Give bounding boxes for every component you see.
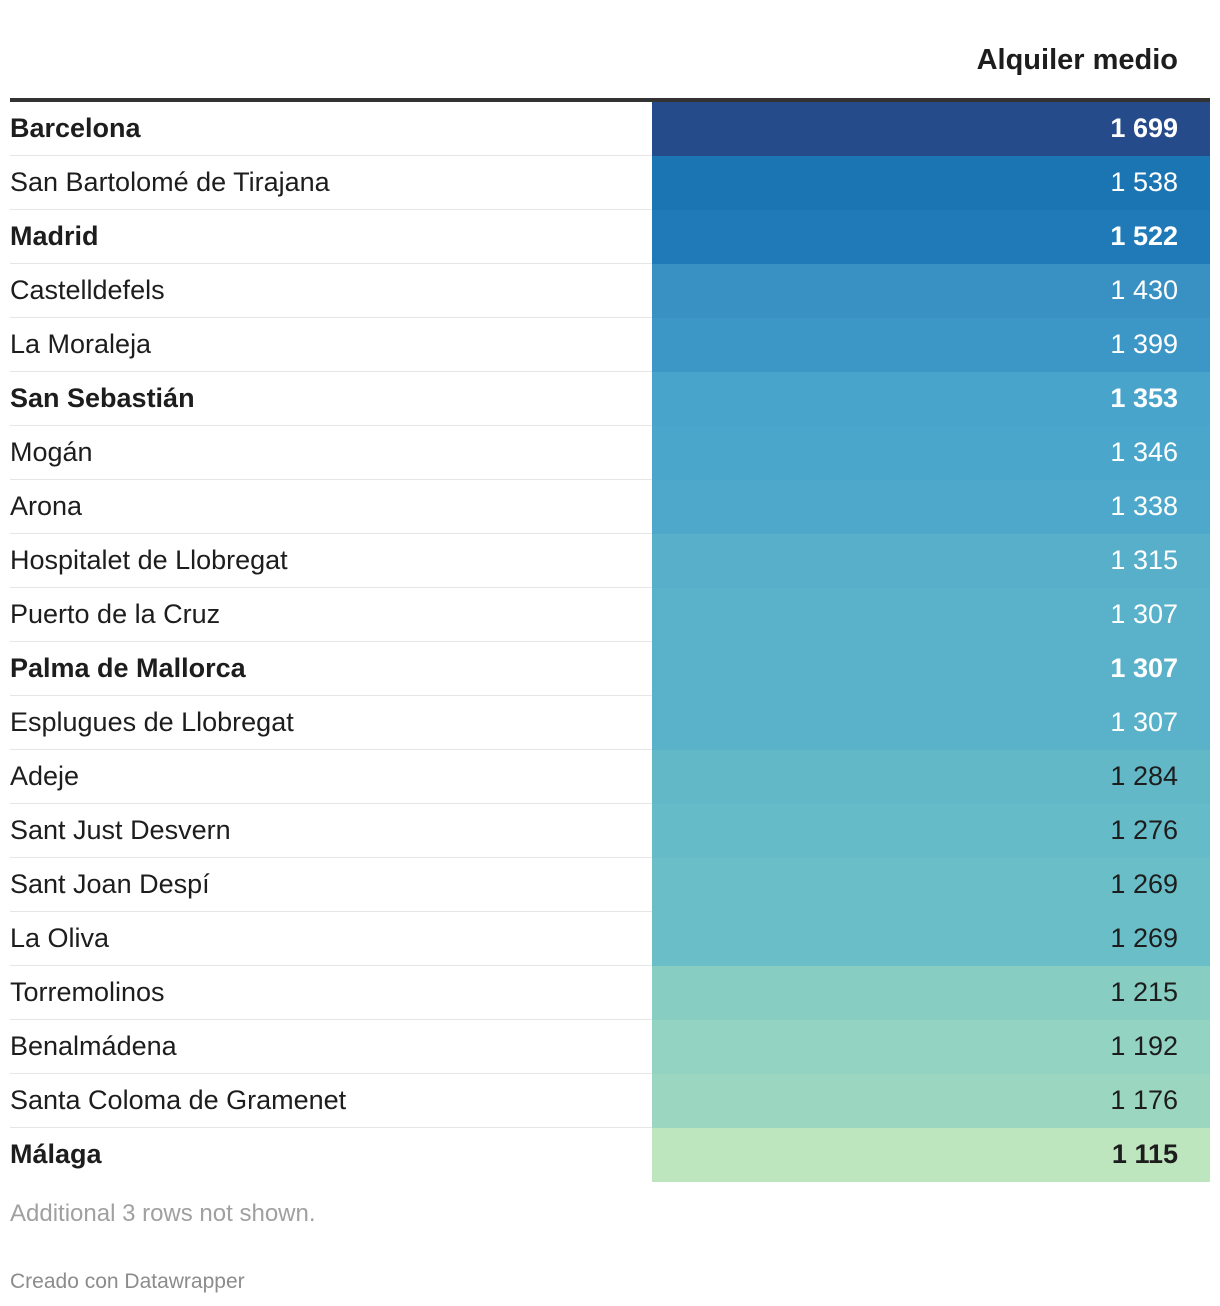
row-value: 1 430 — [1110, 275, 1178, 305]
footnote: Additional 3 rows not shown. — [10, 1200, 316, 1227]
row-value: 1 315 — [1110, 545, 1178, 575]
value-cell: 1 315 — [652, 534, 1210, 588]
value-cell: 1 353 — [652, 372, 1210, 426]
header-rule — [10, 98, 1210, 102]
row-value: 1 538 — [1110, 167, 1178, 197]
row-value: 1 522 — [1110, 221, 1178, 251]
row-value: 1 276 — [1110, 815, 1178, 845]
value-cell: 1 338 — [652, 480, 1210, 534]
credit-link[interactable]: Creado con Datawrapper — [10, 1270, 245, 1293]
value-cell: 1 115 — [652, 1128, 1210, 1182]
value-cell: 1 192 — [652, 1020, 1210, 1074]
table-row: San Sebastián 1 353 — [10, 372, 1210, 426]
row-value: 1 353 — [1110, 383, 1178, 413]
table-row: Arona 1 338 — [10, 480, 1210, 534]
value-cell: 1 269 — [652, 858, 1210, 912]
table-row: Madrid 1 522 — [10, 210, 1210, 264]
row-name: Torremolinos — [10, 977, 165, 1007]
row-name: Sant Just Desvern — [10, 815, 231, 845]
table-row: Esplugues de Llobregat 1 307 — [10, 696, 1210, 750]
row-name: Sant Joan Despí — [10, 869, 210, 899]
row-name: Palma de Mallorca — [10, 653, 246, 683]
row-name: Hospitalet de Llobregat — [10, 545, 288, 575]
row-name: Málaga — [10, 1139, 102, 1169]
row-value: 1 346 — [1110, 437, 1178, 467]
table-row: Barcelona 1 699 — [10, 102, 1210, 156]
row-value: 1 338 — [1110, 491, 1178, 521]
table-row: Málaga 1 115 — [10, 1128, 1210, 1182]
row-name: Castelldefels — [10, 275, 165, 305]
table-row: Benalmádena 1 192 — [10, 1020, 1210, 1074]
row-value: 1 215 — [1110, 977, 1178, 1007]
row-value: 1 307 — [1110, 599, 1178, 629]
row-value: 1 307 — [1110, 653, 1178, 683]
value-cell: 1 699 — [652, 102, 1210, 156]
table-row: Adeje 1 284 — [10, 750, 1210, 804]
row-value: 1 284 — [1110, 761, 1178, 791]
value-cell: 1 430 — [652, 264, 1210, 318]
row-value: 1 176 — [1110, 1085, 1178, 1115]
value-cell: 1 284 — [652, 750, 1210, 804]
row-value: 1 307 — [1110, 707, 1178, 737]
table-row: San Bartolomé de Tirajana 1 538 — [10, 156, 1210, 210]
table-row: La Oliva 1 269 — [10, 912, 1210, 966]
row-name: Santa Coloma de Gramenet — [10, 1085, 347, 1115]
row-name: Esplugues de Llobregat — [10, 707, 294, 737]
table-row: La Moraleja 1 399 — [10, 318, 1210, 372]
table-row: Hospitalet de Llobregat 1 315 — [10, 534, 1210, 588]
row-name: San Sebastián — [10, 383, 195, 413]
row-name: Puerto de la Cruz — [10, 599, 221, 629]
table-body: Barcelona 1 699 San Bartolomé de Tirajana 1… — [10, 102, 1210, 1182]
value-cell: 1 307 — [652, 696, 1210, 750]
row-value: 1 192 — [1110, 1031, 1178, 1061]
row-name: La Oliva — [10, 923, 110, 953]
value-cell: 1 215 — [652, 966, 1210, 1020]
table-row: Castelldefels 1 430 — [10, 264, 1210, 318]
table-row: Sant Joan Despí 1 269 — [10, 858, 1210, 912]
row-value: 1 399 — [1110, 329, 1178, 359]
table-row: Mogán 1 346 — [10, 426, 1210, 480]
row-name: Arona — [10, 491, 83, 521]
column-header[interactable]: Alquiler medio — [976, 44, 1178, 76]
row-name: Adeje — [10, 761, 80, 791]
row-name: Barcelona — [10, 113, 141, 143]
row-value: 1 699 — [1110, 113, 1178, 143]
value-cell: 1 176 — [652, 1074, 1210, 1128]
value-cell: 1 399 — [652, 318, 1210, 372]
row-name: Madrid — [10, 221, 99, 251]
row-value: 1 269 — [1110, 923, 1178, 953]
table-row: Sant Just Desvern 1 276 — [10, 804, 1210, 858]
value-cell: 1 346 — [652, 426, 1210, 480]
value-cell: 1 522 — [652, 210, 1210, 264]
table-row: Puerto de la Cruz 1 307 — [10, 588, 1210, 642]
row-name: La Moraleja — [10, 329, 152, 359]
row-name: Benalmádena — [10, 1031, 177, 1061]
value-cell: 1 307 — [652, 642, 1210, 696]
value-cell: 1 538 — [652, 156, 1210, 210]
table-row: Santa Coloma de Gramenet 1 176 — [10, 1074, 1210, 1128]
row-value: 1 269 — [1110, 869, 1178, 899]
value-cell: 1 276 — [652, 804, 1210, 858]
table-row: Torremolinos 1 215 — [10, 966, 1210, 1020]
row-value: 1 115 — [1111, 1139, 1178, 1169]
value-cell: 1 269 — [652, 912, 1210, 966]
row-name: San Bartolomé de Tirajana — [10, 167, 330, 197]
value-cell: 1 307 — [652, 588, 1210, 642]
table-row: Palma de Mallorca 1 307 — [10, 642, 1210, 696]
row-name: Mogán — [10, 437, 93, 467]
